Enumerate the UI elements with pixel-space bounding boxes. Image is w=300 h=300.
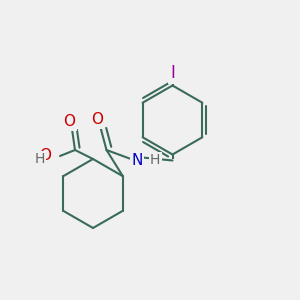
Text: O: O <box>39 148 51 164</box>
Text: H: H <box>34 152 45 166</box>
Text: I: I <box>170 64 175 82</box>
Text: O: O <box>63 114 75 129</box>
Text: H: H <box>150 154 160 167</box>
Text: N: N <box>131 153 142 168</box>
Text: O: O <box>92 112 104 128</box>
